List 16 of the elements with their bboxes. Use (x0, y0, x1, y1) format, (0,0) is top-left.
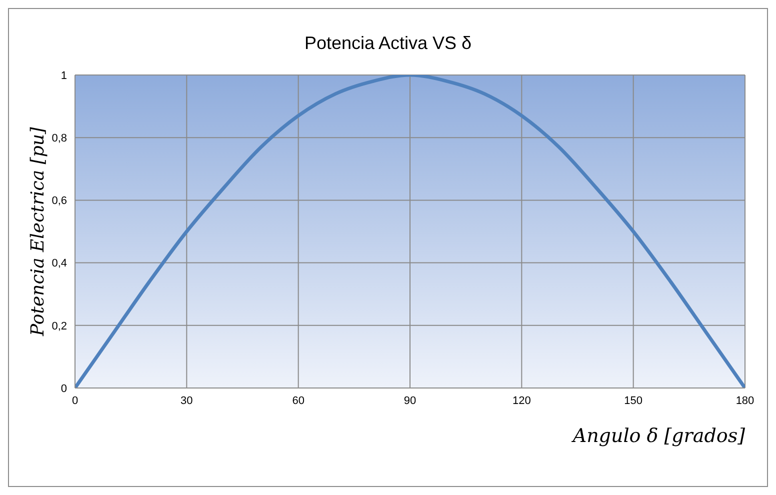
x-tick-label: 90 (404, 394, 416, 407)
x-tick-label: 30 (180, 394, 193, 407)
x-tick-label: 120 (512, 394, 531, 407)
x-axis-title: Angulo δ [grados] (570, 425, 746, 447)
y-tick-label: 0,8 (52, 132, 67, 145)
x-tick-label: 180 (736, 394, 754, 407)
y-tick-label: 0,2 (52, 320, 67, 332)
chart-title: Potencia Activa VS δ (303, 33, 473, 54)
y-tick-label: 0 (60, 382, 67, 395)
x-tick-label: 0 (72, 394, 78, 407)
x-tick-label: 60 (292, 394, 304, 407)
y-tick-label: 1 (60, 70, 67, 82)
y-tick-label: 0,6 (52, 195, 67, 208)
y-tick-label: 0,4 (52, 258, 67, 270)
x-tick-label: 150 (624, 394, 643, 407)
y-axis-title: Potencia Electrica [pu] (27, 126, 48, 337)
